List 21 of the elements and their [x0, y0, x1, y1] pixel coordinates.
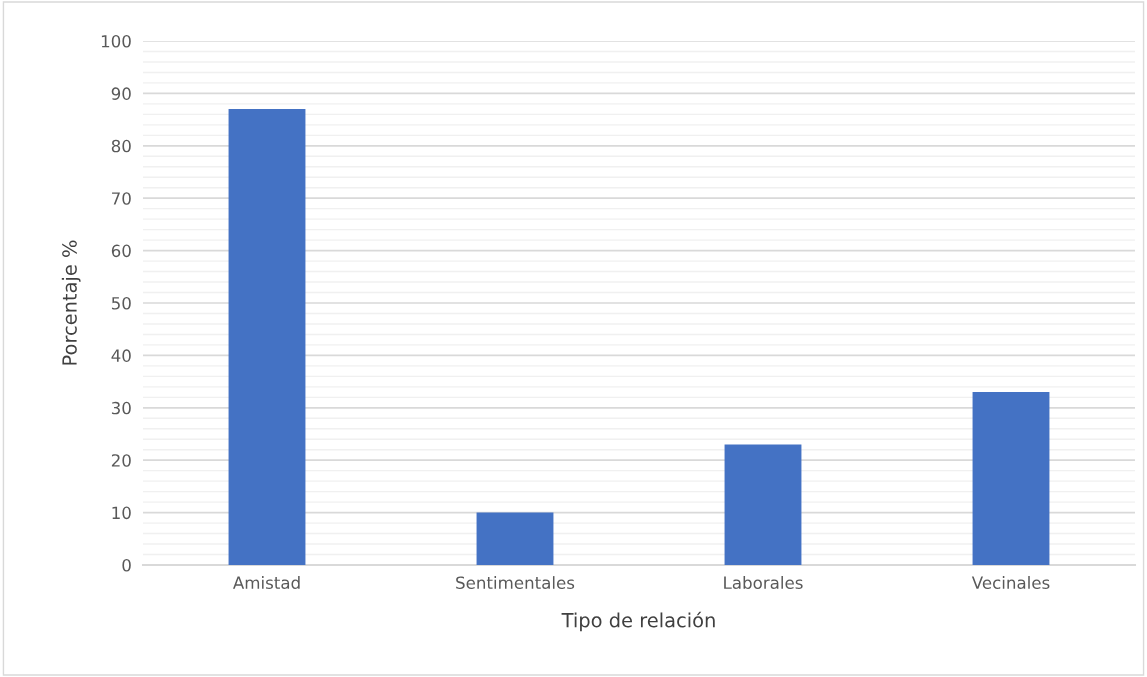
y-tick-label: 100 — [101, 34, 131, 48]
y-tick-label: 90 — [111, 87, 131, 100]
y-tick-label: 60 — [111, 244, 131, 258]
x-tick-label: Amistad — [232, 576, 300, 590]
y-tick-label: 80 — [111, 139, 131, 153]
x-tick-label: Sentimentales — [456, 576, 575, 590]
y-tick-label: 10 — [112, 506, 131, 520]
y-tick-label: 40 — [111, 349, 131, 362]
y-tick-label: 20 — [111, 454, 131, 467]
y-tick-label: 70 — [112, 192, 131, 205]
bar — [724, 444, 802, 565]
x-axis-title: Tipo de relación — [561, 611, 715, 632]
y-axis-title: Porcentaje % — [61, 240, 81, 365]
x-tick-label: Laborales — [724, 576, 803, 590]
bar — [476, 512, 554, 565]
bar — [972, 392, 1050, 565]
y-tick-label: 30 — [111, 401, 131, 415]
y-tick-label: 50 — [111, 296, 131, 310]
x-tick-label: Vecinales — [971, 576, 1050, 590]
y-tick-label: 0 — [122, 558, 131, 572]
bar — [228, 109, 306, 565]
